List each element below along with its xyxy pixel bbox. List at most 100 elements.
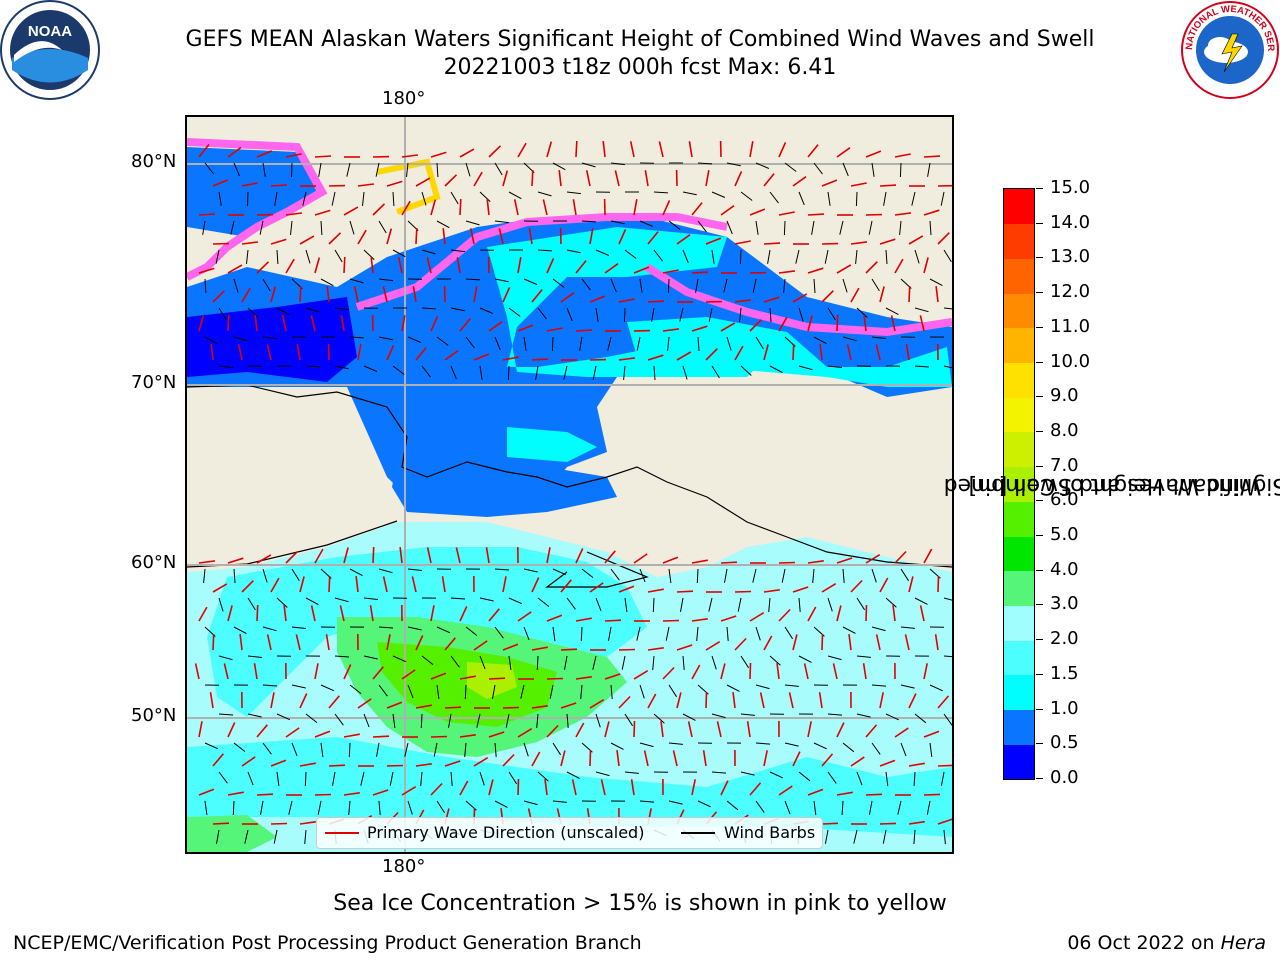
wind-barb — [363, 655, 378, 660]
wave-direction-arrow — [604, 550, 616, 564]
wind-barb — [653, 249, 663, 262]
wind-barb — [682, 191, 697, 196]
colorbar-tick: 7.0 — [1036, 455, 1079, 476]
wave-direction-arrow — [821, 822, 839, 825]
wave-direction-arrow — [194, 663, 200, 680]
wave-direction-arrow — [763, 344, 769, 361]
wind-barb — [855, 191, 858, 207]
wind-barb — [479, 365, 483, 380]
wave-direction-arrow — [662, 269, 679, 274]
wind-barb — [204, 162, 215, 175]
wave-direction-arrow — [792, 634, 798, 651]
wind-barb — [564, 655, 568, 670]
wind-barb — [696, 626, 699, 641]
wind-barb — [739, 249, 742, 265]
wind-barb — [508, 191, 522, 200]
wave-direction-arrow — [399, 547, 403, 564]
wind-barb — [882, 829, 887, 844]
wind-barb — [711, 655, 717, 670]
wind-barb — [581, 568, 594, 578]
wave-direction-arrow — [401, 786, 417, 796]
wind-barb — [392, 191, 395, 207]
wind-barb — [856, 655, 871, 658]
wave-direction-arrow — [357, 183, 374, 187]
wave-direction-arrow — [314, 209, 331, 216]
wave-direction-arrow — [473, 640, 488, 651]
wave-direction-arrow — [676, 351, 692, 361]
wave-direction-arrow — [473, 286, 478, 303]
wave-direction-arrow — [749, 319, 762, 332]
wind-barb — [824, 829, 829, 844]
wave-direction-arrow — [818, 692, 823, 709]
wind-barb — [813, 336, 827, 345]
wind-barb — [665, 626, 670, 641]
wave-direction-arrow — [662, 619, 680, 622]
wave-direction-arrow — [459, 734, 476, 738]
wind-barb — [378, 800, 381, 815]
wind-barb — [494, 800, 508, 808]
wind-barb — [378, 684, 388, 697]
wind-barb — [233, 278, 239, 293]
wave-direction-arrow — [212, 753, 224, 767]
wave-direction-arrow — [734, 171, 743, 187]
wind-barb — [885, 597, 897, 608]
wind-barb — [492, 684, 496, 699]
wind-barb — [624, 713, 634, 727]
wave-direction-arrow — [517, 728, 533, 738]
coastline-north — [187, 384, 952, 568]
wave-direction-arrow — [662, 328, 680, 332]
wind-barb — [479, 597, 494, 602]
wave-direction-arrow — [241, 241, 258, 245]
wave-direction-arrow — [734, 240, 751, 245]
wind-barb — [842, 626, 856, 634]
wave-direction-arrow — [778, 561, 796, 564]
wave-direction-arrow — [227, 146, 242, 158]
wave-direction-arrow — [560, 702, 577, 709]
wind-barb — [407, 336, 422, 343]
wave-direction-arrow — [705, 170, 710, 187]
wave-direction-arrow — [285, 153, 302, 158]
wind-barb — [652, 655, 655, 670]
wave-direction-arrow — [560, 292, 575, 303]
wave-direction-arrow — [705, 348, 718, 361]
wave-direction-arrow — [237, 344, 243, 361]
wind-barb — [883, 191, 887, 206]
wave-direction-arrow — [212, 179, 229, 187]
sea-ice-yellow-patch — [376, 158, 441, 215]
wind-barb — [378, 626, 394, 629]
wind-barb — [274, 191, 278, 206]
wave-direction-arrow — [923, 548, 933, 564]
wind-barb — [653, 191, 669, 194]
wave-direction-arrow — [241, 756, 256, 767]
wind-barb — [740, 191, 753, 201]
wind-barb — [581, 162, 596, 168]
wave-direction-arrow — [444, 350, 459, 361]
wave-direction-arrow — [357, 229, 367, 245]
wind-barb — [726, 220, 733, 235]
wind-barb — [813, 800, 817, 815]
wave-direction-arrow — [807, 721, 812, 738]
wave-direction-arrow — [734, 345, 744, 361]
wave-direction-arrow — [372, 789, 389, 796]
wave-direction-arrow — [734, 590, 752, 593]
wind-barb — [740, 655, 750, 669]
wind-barb — [740, 365, 752, 376]
colorbar-tick: 1.0 — [1036, 698, 1079, 719]
wind-barb — [853, 829, 858, 844]
wave-direction-arrow — [513, 199, 519, 216]
wind-barb — [566, 713, 569, 728]
wind-barb — [523, 626, 530, 641]
wave-direction-arrow — [807, 267, 824, 274]
beaufort-moderate-waves — [627, 317, 952, 387]
wind-barb — [566, 597, 576, 610]
wind-barb — [552, 626, 556, 641]
colorbar-segment — [1004, 431, 1034, 468]
wind-barb — [740, 771, 755, 776]
wave-direction-arrow — [720, 780, 729, 796]
wind-barb — [436, 800, 446, 814]
wind-barb — [769, 191, 779, 204]
wave-direction-arrow — [691, 325, 708, 332]
wind-barb — [244, 829, 249, 844]
wave-direction-arrow — [604, 263, 619, 274]
wave-direction-arrow — [372, 666, 384, 680]
